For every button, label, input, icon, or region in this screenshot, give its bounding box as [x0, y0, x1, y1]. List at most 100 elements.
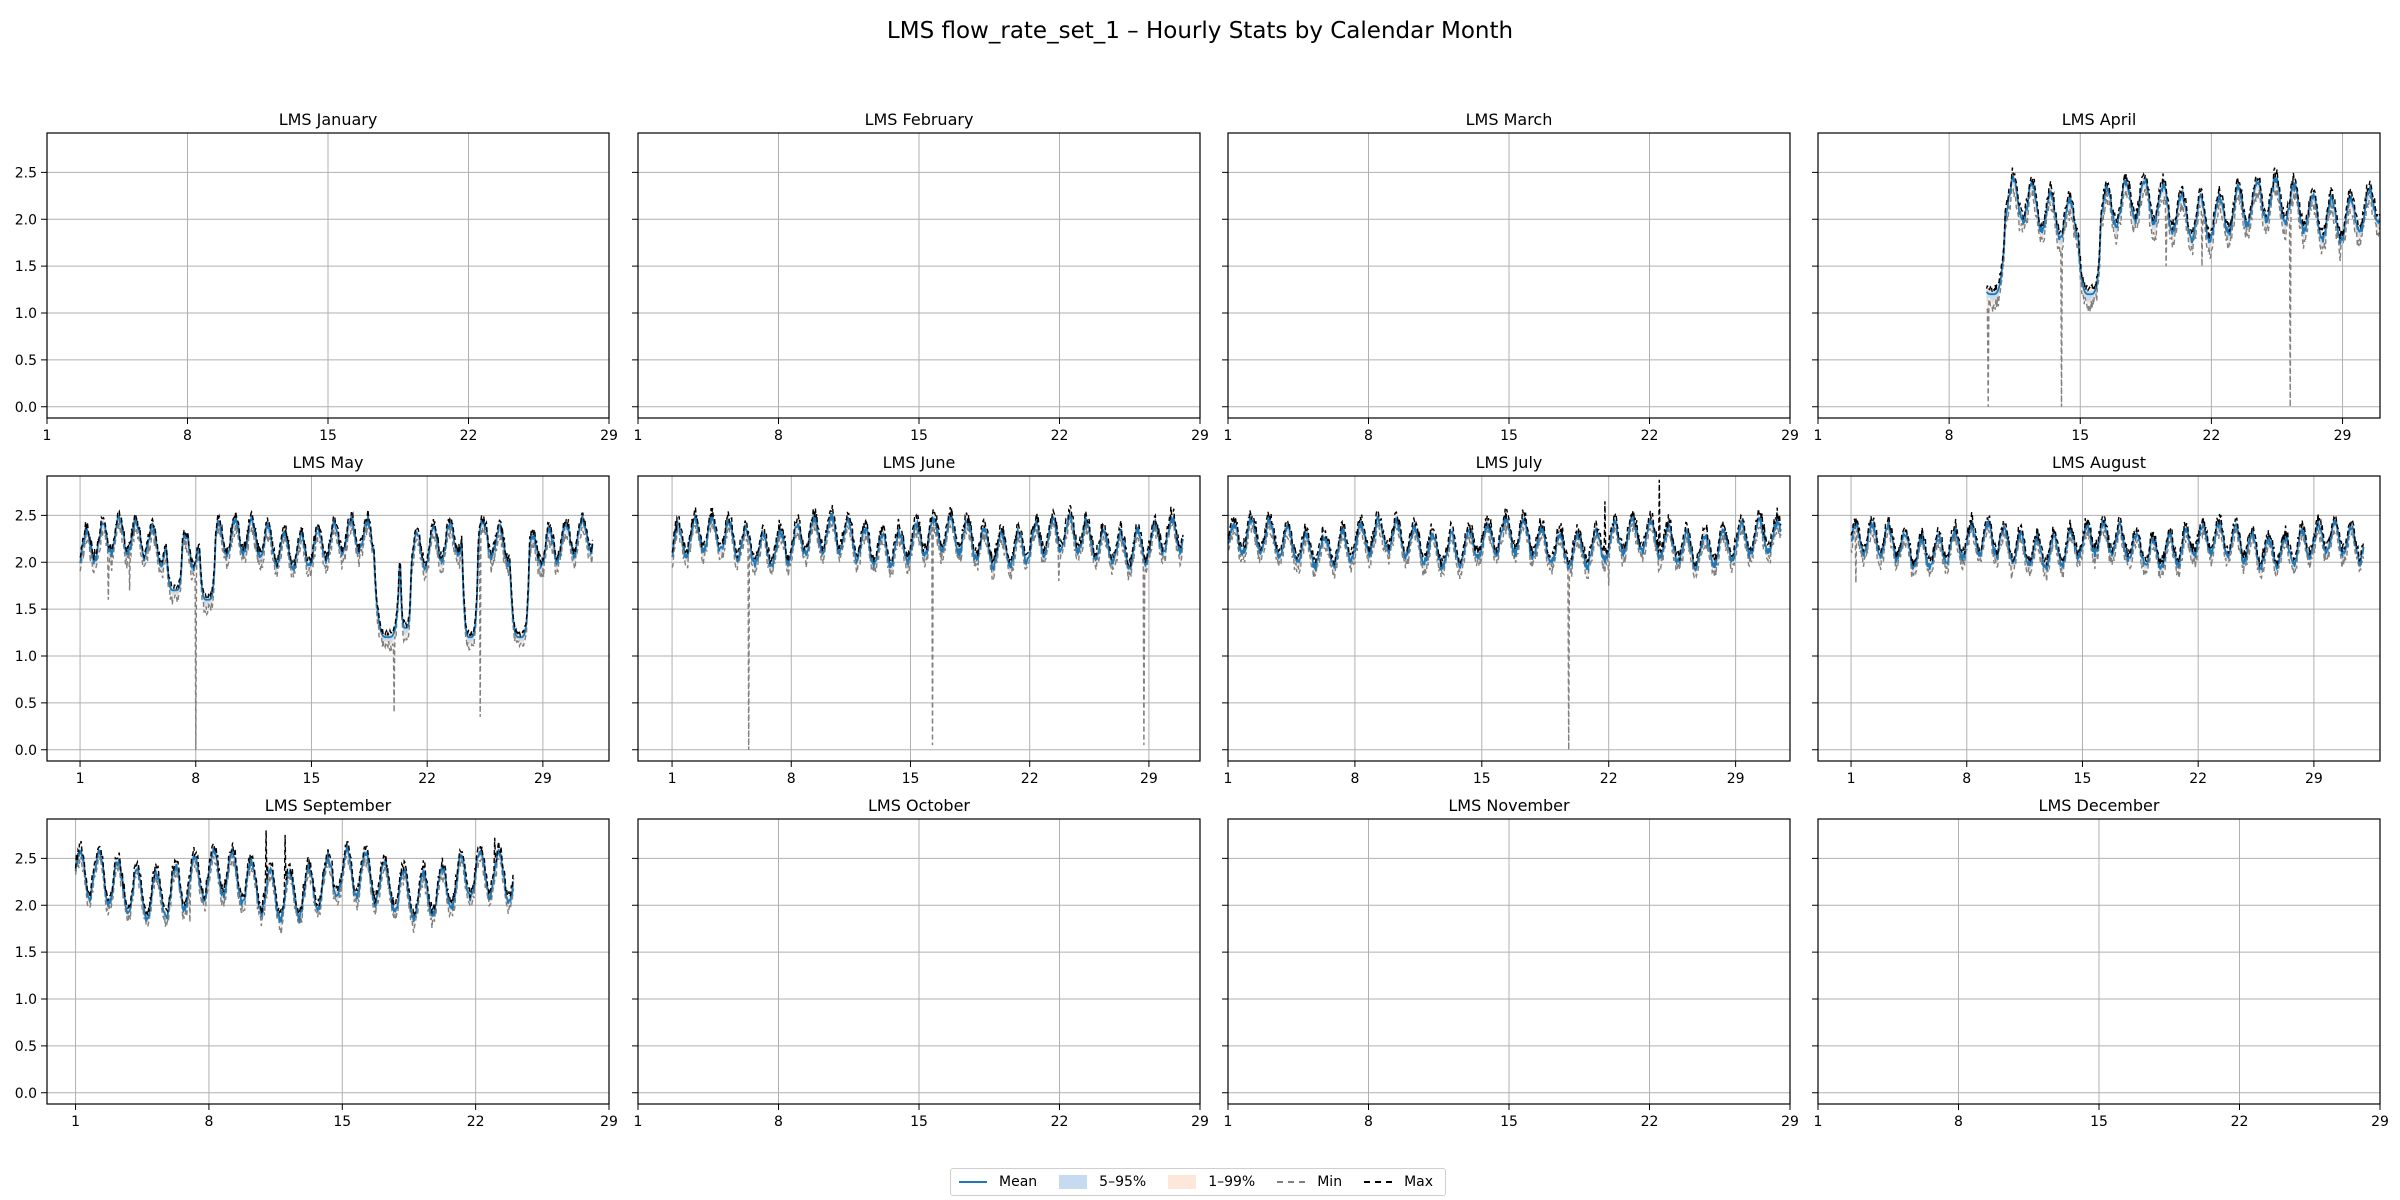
y-tick-label: 2.5 — [15, 165, 37, 181]
subplot-lms-august: LMS August 1 8 15 22 29 — [1812, 453, 2381, 787]
x-tick-label: 29 — [600, 428, 618, 444]
x-tick-label: 15 — [2090, 1114, 2108, 1130]
subplot-title: LMS July — [1476, 453, 1543, 472]
series-mean — [1985, 174, 2381, 296]
x-tick-label: 29 — [600, 1114, 618, 1130]
x-tick-label: 1 — [1814, 1114, 1823, 1130]
x-tick-label: 1 — [634, 428, 643, 444]
legend-max-swatch — [1364, 1175, 1393, 1189]
x-tick-label: 8 — [183, 428, 192, 444]
series-max — [1227, 479, 1782, 568]
legend-p5-95-label: 5–95% — [1099, 1174, 1147, 1190]
axes-frame — [1227, 475, 1791, 762]
subplot-title: LMS April — [2062, 110, 2137, 129]
subplot-title: LMS February — [865, 110, 974, 129]
x-tick-label: 22 — [2231, 1114, 2249, 1130]
band-5-95 — [1228, 512, 1781, 574]
x-tick-label: 1 — [634, 1114, 643, 1130]
x-tick-label: 15 — [910, 428, 928, 444]
series-min — [671, 517, 1184, 750]
subplot-title: LMS June — [883, 453, 956, 472]
x-tick-label: 8 — [1962, 771, 1971, 787]
legend-p1-99-label: 1–99% — [1208, 1174, 1256, 1190]
x-tick-label: 22 — [460, 428, 478, 444]
x-tick-label: 22 — [1051, 428, 1069, 444]
y-tick-label: 0.0 — [15, 743, 37, 759]
series-max — [671, 504, 1184, 567]
x-tick-label: 8 — [1350, 771, 1359, 787]
subplot-lms-march: LMS March 1 8 15 22 29 — [1222, 110, 1799, 444]
x-tick-label: 15 — [303, 771, 321, 787]
x-tick-label: 15 — [2071, 428, 2089, 444]
x-tick-label: 1 — [43, 428, 52, 444]
x-tick-label: 29 — [534, 771, 552, 787]
x-tick-label: 29 — [2371, 1114, 2389, 1130]
subplot-lms-july: LMS July 1 8 15 22 29 — [1222, 453, 1791, 787]
series-max — [74, 830, 515, 917]
subplot-title: LMS September — [265, 796, 392, 815]
x-tick-label: 1 — [76, 771, 85, 787]
x-tick-label: 22 — [1600, 771, 1618, 787]
subplot-title: LMS January — [279, 110, 378, 129]
subplot-title: LMS October — [868, 796, 970, 815]
x-tick-label: 1 — [71, 1114, 80, 1130]
x-tick-label: 15 — [333, 1114, 351, 1130]
y-tick-label: 1.5 — [15, 602, 37, 618]
subplot-lms-june: LMS June 1 8 15 22 29 — [632, 453, 1201, 787]
y-tick-label: 0.5 — [15, 353, 37, 369]
legend-item-p5-95: 5–95% — [1059, 1174, 1146, 1190]
axes-frame — [1817, 475, 2381, 762]
subplot-lms-october: LMS October 1 8 15 22 29 — [632, 796, 1209, 1130]
series-mean — [671, 512, 1184, 572]
subplot-lms-february: LMS February 1 8 15 22 29 — [632, 110, 1209, 444]
x-tick-label: 1 — [1814, 428, 1823, 444]
x-tick-label: 8 — [774, 428, 783, 444]
axes-frame — [46, 475, 610, 762]
x-tick-label: 15 — [319, 428, 337, 444]
x-tick-label: 22 — [1021, 771, 1039, 787]
x-tick-label: 29 — [2305, 771, 2323, 787]
legend-min-label: Min — [1317, 1174, 1343, 1190]
legend-item-p1-99: 1–99% — [1168, 1174, 1255, 1190]
legend-p5-95-swatch — [1059, 1175, 1088, 1189]
legend-min-swatch — [1277, 1175, 1306, 1189]
legend-item-max: Max — [1364, 1174, 1433, 1190]
x-tick-label: 29 — [1727, 771, 1745, 787]
x-tick-label: 8 — [1945, 428, 1954, 444]
axes-frame — [1817, 132, 2381, 419]
subplot-lms-november: LMS November 1 8 15 22 29 — [1222, 796, 1799, 1130]
series-max — [1985, 167, 2381, 293]
x-tick-label: 8 — [787, 771, 796, 787]
legend-item-min: Min — [1277, 1174, 1342, 1190]
x-tick-label: 8 — [1364, 1114, 1373, 1130]
series-mean — [74, 843, 514, 924]
x-tick-label: 1 — [1224, 1114, 1233, 1130]
y-tick-label: 2.0 — [15, 212, 37, 228]
x-tick-label: 15 — [1500, 1114, 1518, 1130]
x-tick-label: 8 — [191, 771, 200, 787]
x-tick-label: 15 — [2074, 771, 2092, 787]
x-tick-label: 22 — [1641, 428, 1659, 444]
x-tick-label: 22 — [2189, 771, 2207, 787]
y-tick-label: 2.0 — [15, 555, 37, 571]
axes-frame — [46, 818, 610, 1105]
subplot-title: LMS August — [2052, 453, 2146, 472]
x-tick-label: 22 — [418, 771, 436, 787]
legend-p1-99-swatch — [1168, 1175, 1197, 1189]
subplot-lms-may: LMS May 0.0 0.5 1.0 1.5 2.0 2.5 1 8 15 22 29 — [15, 453, 610, 787]
x-tick-label: 1 — [1224, 428, 1233, 444]
x-tick-label: 8 — [1364, 428, 1373, 444]
x-tick-label: 29 — [1191, 428, 1209, 444]
subplot-lms-december: LMS December 1 8 15 22 29 — [1812, 796, 2389, 1130]
y-tick-label: 0.0 — [15, 1086, 37, 1102]
y-tick-label: 0.5 — [15, 1039, 37, 1055]
y-tick-label: 2.5 — [15, 508, 37, 524]
legend-mean-swatch — [959, 1175, 987, 1189]
x-tick-label: 8 — [204, 1114, 213, 1130]
series-max — [1850, 511, 2365, 567]
x-tick-label: 29 — [1191, 1114, 1209, 1130]
y-tick-label: 1.5 — [15, 259, 37, 275]
x-tick-label: 22 — [1641, 1114, 1659, 1130]
x-tick-label: 29 — [1781, 428, 1799, 444]
